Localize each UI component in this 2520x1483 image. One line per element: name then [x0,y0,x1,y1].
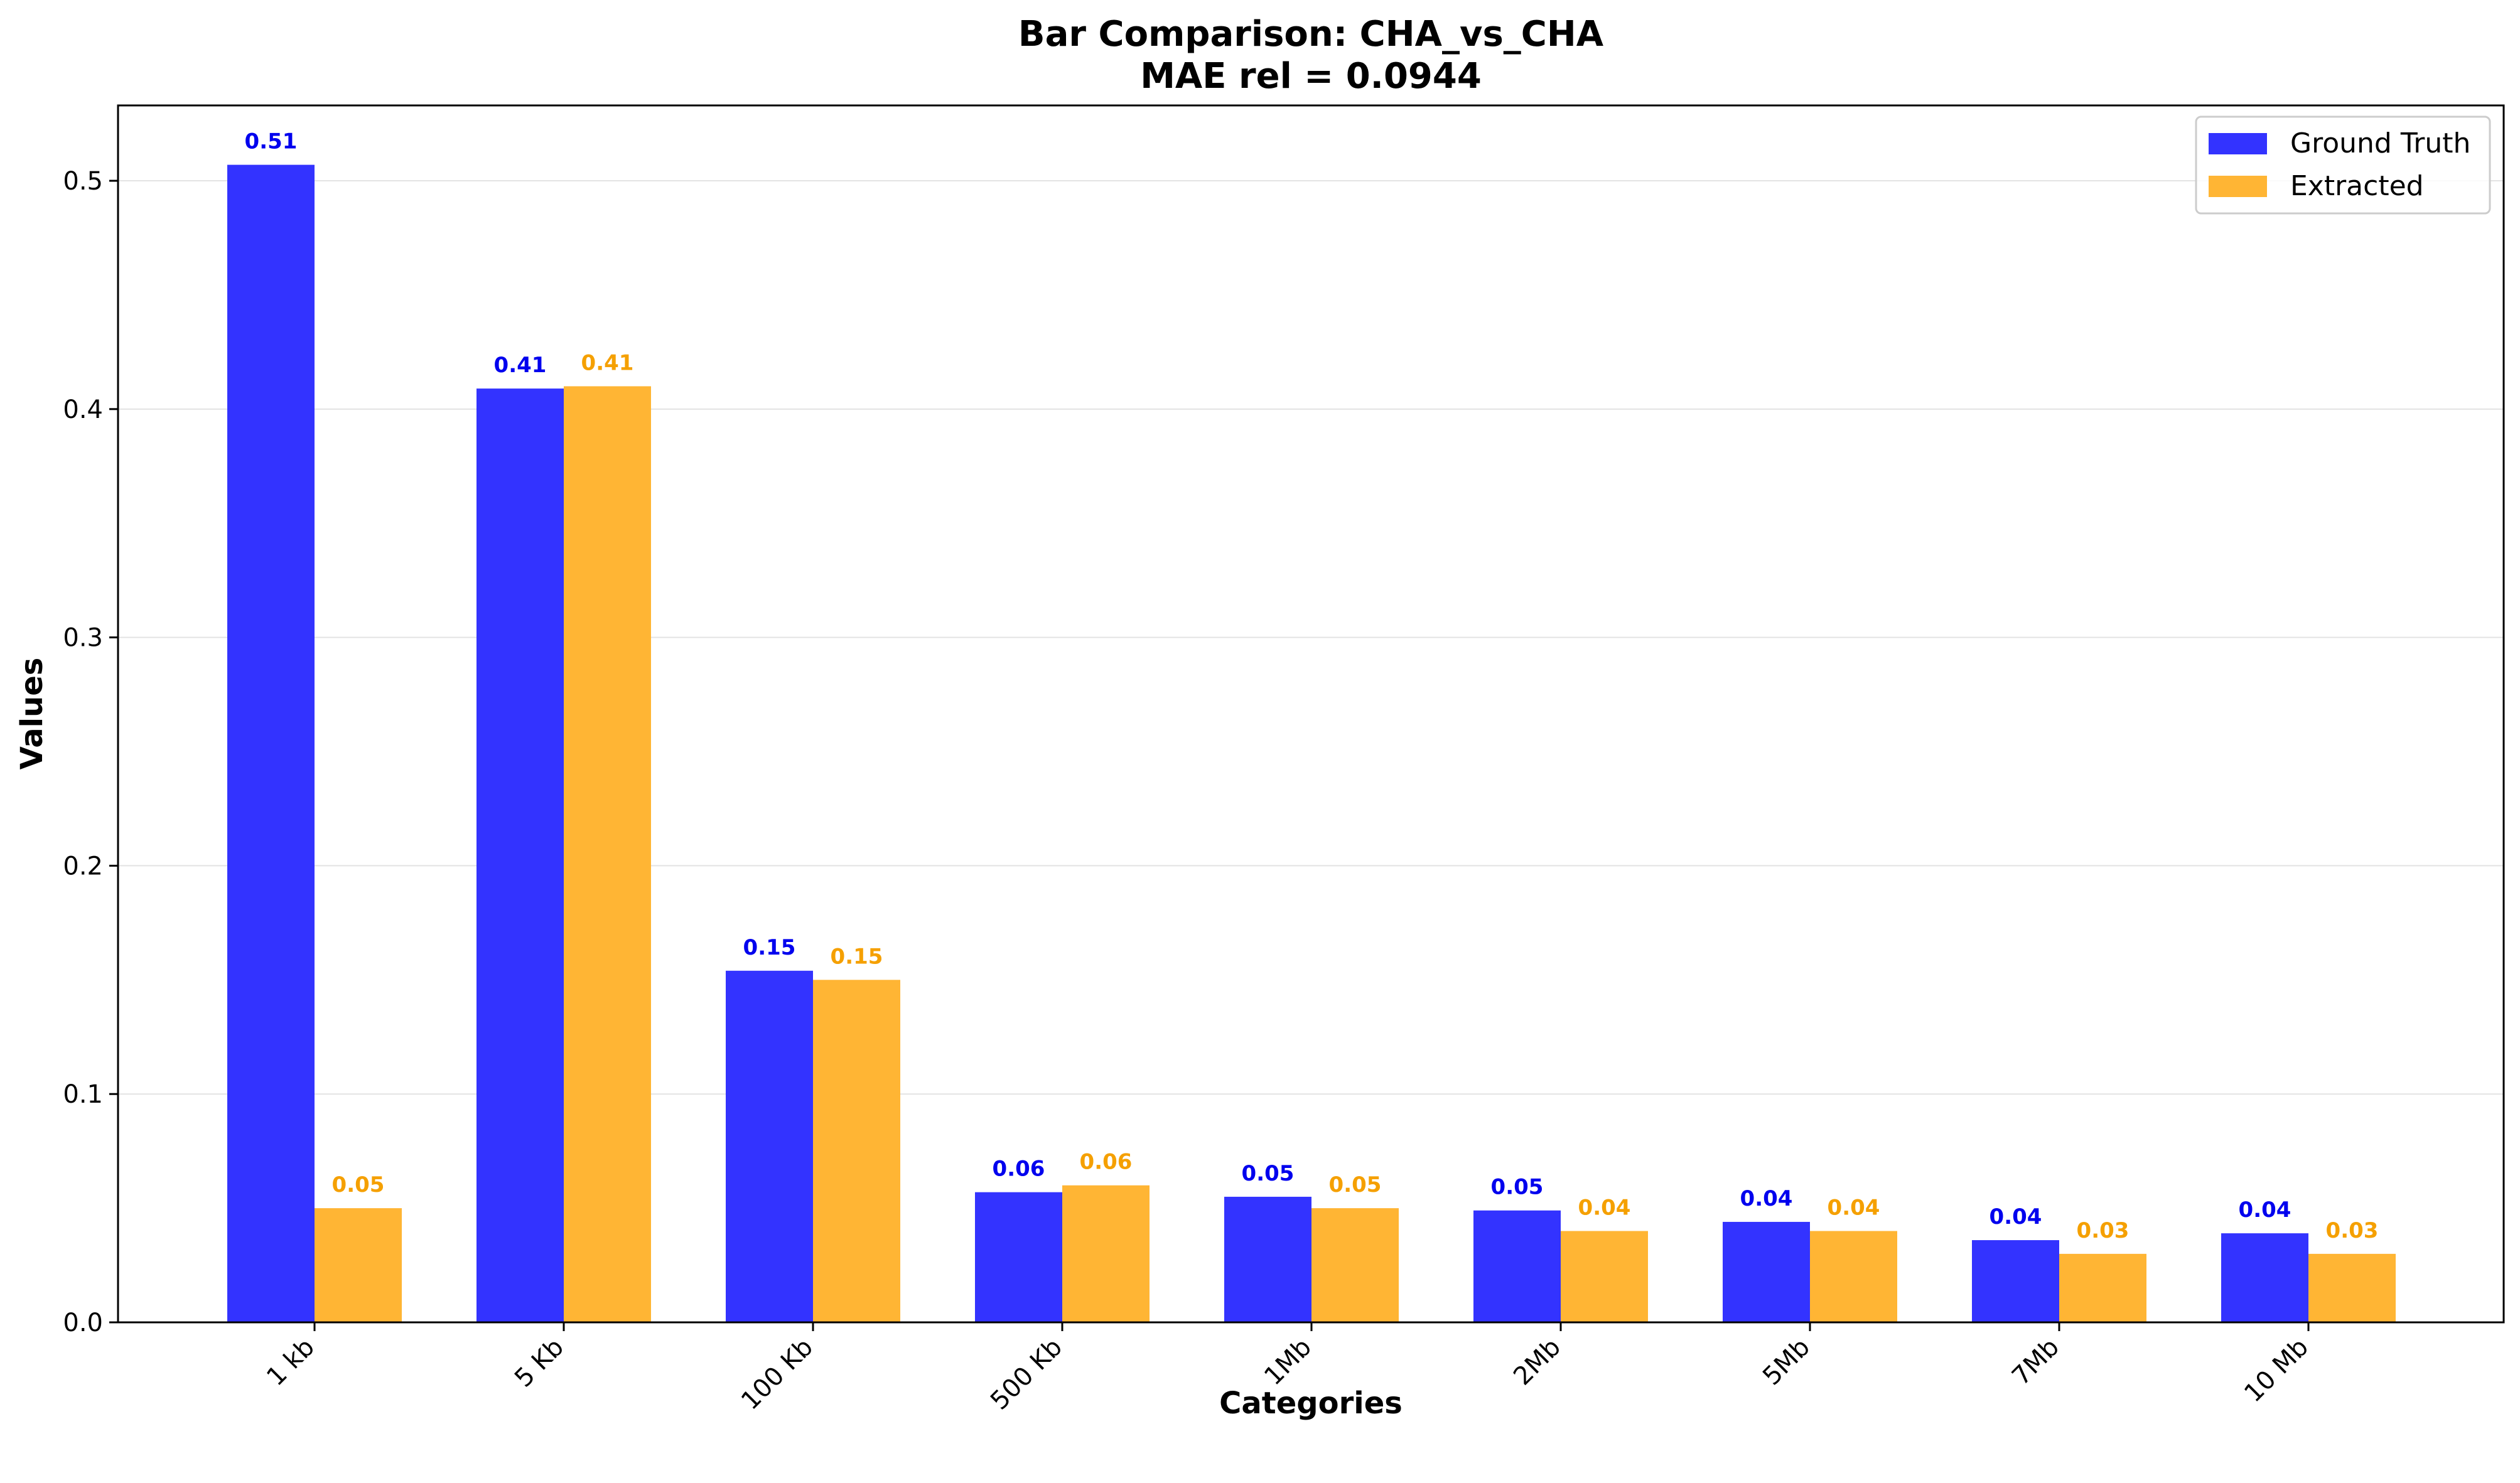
x-tick-label: 10 Mb [2239,1333,2314,1408]
legend-label: Ground Truth [2290,127,2470,159]
y-tick-label: 0.1 [63,1080,103,1109]
data-label: 0.04 [1828,1195,1880,1220]
x-tick-label: 2Mb [1508,1333,1566,1391]
bar-extracted [1810,1231,1897,1322]
bar-extracted [315,1208,402,1322]
bar-ground-truth [1473,1210,1561,1322]
x-tick-label: 5Mb [1757,1333,1816,1391]
bar-extracted [2059,1253,2146,1322]
data-label: 0.04 [2239,1197,2291,1223]
x-tick-label: 5 Kb [509,1333,569,1393]
bar-ground-truth [1972,1240,2059,1322]
bar-extracted [1062,1185,1150,1322]
x-tick-label: 100 Kb [736,1333,819,1416]
chart-subtitle: MAE rel = 0.0944 [1140,56,1482,97]
bar-ground-truth [477,388,564,1323]
legend-swatch [2209,133,2267,154]
bar-ground-truth [1723,1221,1810,1322]
data-label: 0.05 [332,1172,385,1197]
data-label: 0.06 [1080,1150,1133,1175]
bar-extracted [1311,1208,1399,1322]
x-tick-label: 500 Kb [985,1333,1068,1416]
bar-extracted [2308,1253,2396,1322]
value-labels: 0.51 0.05 0.41 0.41 0.15 0.15 0.06 0.06 0.05 0.05… [245,129,2379,1243]
data-label: 0.04 [1578,1195,1631,1220]
data-label: 0.06 [993,1157,1045,1182]
y-tick-label: 0.4 [63,395,103,424]
y-axis: 0.0 0.1 0.2 0.3 0.4 0.5 [63,167,118,1337]
y-tick-label: 0.2 [63,852,103,881]
data-label: 0.03 [2077,1218,2130,1243]
legend-swatch [2209,176,2267,197]
y-axis-label: Values [14,658,50,770]
data-label: 0.03 [2326,1218,2379,1243]
x-axis-label: Categories [1219,1386,1403,1421]
bars [227,164,2396,1323]
data-label: 0.41 [581,350,634,375]
x-tick-label: 1Mb [1259,1333,1317,1391]
data-label: 0.05 [1491,1175,1544,1200]
bar-ground-truth [2221,1233,2308,1322]
y-tick-label: 0.5 [63,167,103,196]
bar-extracted [1561,1231,1648,1322]
x-tick-label: 1 kb [261,1333,320,1392]
data-label: 0.05 [1329,1172,1382,1197]
data-label: 0.41 [494,353,547,378]
data-label: 0.04 [1740,1186,1793,1211]
data-label: 0.15 [831,944,883,969]
legend-box [2195,115,2491,215]
chart-title: Bar Comparison: CHA_vs_CHA [1018,14,1604,55]
y-tick-label: 0.0 [63,1309,103,1337]
x-tick-label: 7Mb [2006,1333,2065,1391]
y-tick-label: 0.3 [63,624,103,653]
legend: Ground Truth Extracted [2195,115,2491,215]
bar-ground-truth [975,1192,1062,1322]
data-label: 0.15 [743,935,796,960]
bar-ground-truth [1224,1196,1311,1322]
data-label: 0.05 [1242,1161,1295,1186]
bar-ground-truth [227,164,315,1323]
bar-ground-truth [726,970,813,1322]
legend-label: Extracted [2290,170,2424,202]
data-label: 0.51 [245,129,298,154]
bar-extracted [813,980,900,1322]
grid-lines [118,180,2504,1323]
data-label: 0.04 [1990,1204,2042,1229]
bar-extracted [564,386,651,1322]
plot-area-frame [117,104,2505,1324]
